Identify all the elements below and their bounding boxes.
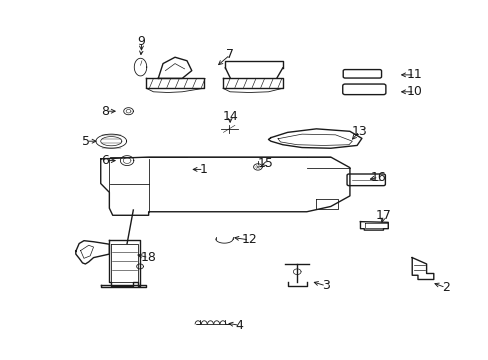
FancyBboxPatch shape (342, 84, 385, 95)
Text: 2: 2 (441, 281, 449, 294)
Text: 1: 1 (200, 163, 207, 176)
Text: 14: 14 (222, 110, 238, 123)
Text: 10: 10 (406, 85, 422, 98)
Text: 3: 3 (322, 279, 329, 292)
Text: 16: 16 (370, 171, 386, 184)
Text: 7: 7 (225, 48, 234, 61)
FancyBboxPatch shape (343, 69, 381, 78)
Text: 17: 17 (375, 209, 390, 222)
Text: 13: 13 (351, 125, 366, 138)
Text: 4: 4 (235, 319, 243, 332)
Text: 9: 9 (137, 35, 145, 48)
Text: 15: 15 (258, 157, 273, 170)
FancyBboxPatch shape (346, 174, 385, 186)
Text: 18: 18 (141, 251, 156, 264)
Text: 5: 5 (82, 135, 90, 148)
Text: 8: 8 (102, 105, 109, 118)
Text: 11: 11 (406, 68, 422, 81)
Text: 6: 6 (102, 154, 109, 167)
Text: 12: 12 (241, 234, 257, 247)
